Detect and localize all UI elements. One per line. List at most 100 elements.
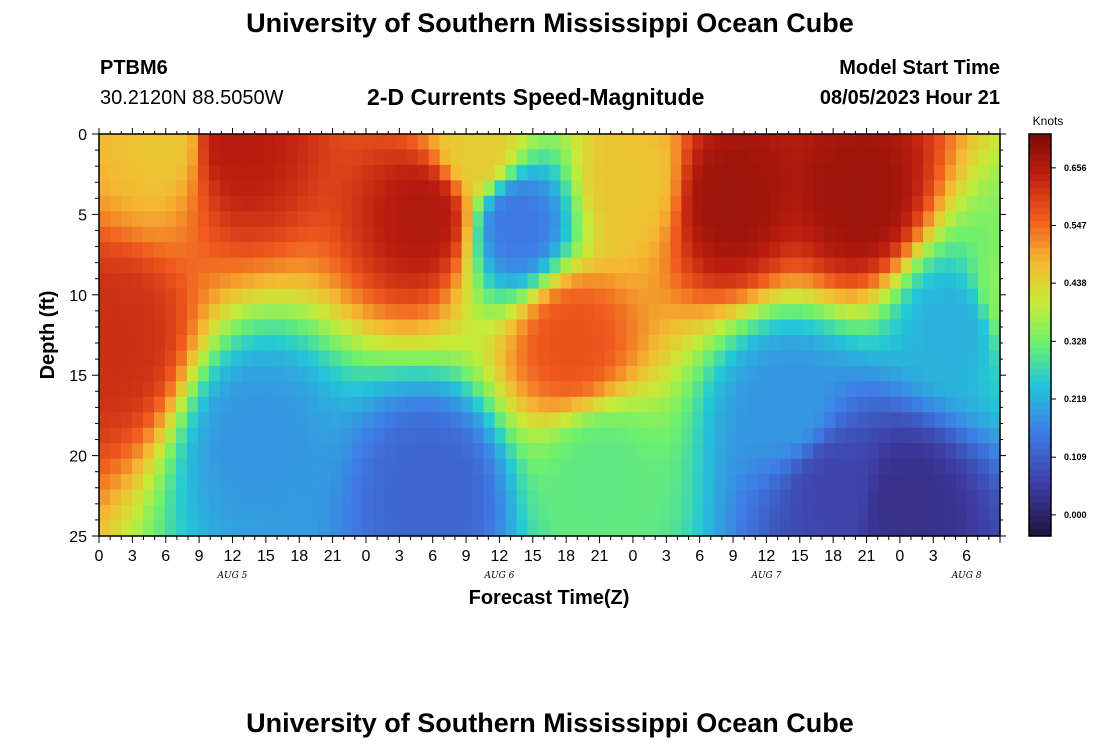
heatmap-cell	[263, 211, 276, 228]
heatmap-cell	[219, 443, 232, 460]
heatmap-cell	[560, 319, 573, 336]
heatmap-cell	[868, 304, 880, 321]
heatmap-cell	[318, 257, 331, 274]
heatmap-cell	[428, 396, 441, 413]
heatmap-cell	[758, 195, 770, 212]
heatmap-cell	[494, 443, 507, 460]
heatmap-cell	[428, 288, 441, 305]
heatmap-cell	[934, 273, 946, 290]
heatmap-cell	[120, 257, 133, 274]
heatmap-cell	[615, 164, 628, 181]
heatmap-cell	[274, 226, 287, 243]
heatmap-cell	[615, 304, 628, 321]
heatmap-cell	[769, 273, 781, 290]
heatmap-cell	[472, 134, 485, 151]
heatmap-cell	[692, 319, 704, 336]
heatmap-cell	[835, 134, 847, 151]
heatmap-cell	[252, 288, 265, 305]
heatmap-cell	[978, 180, 990, 197]
heatmap-cell	[571, 195, 584, 212]
heatmap-cell	[637, 443, 649, 460]
heatmap-cell	[593, 211, 606, 228]
heatmap-cell	[901, 458, 913, 475]
heatmap-cell	[142, 335, 155, 352]
heatmap-cell	[450, 412, 463, 429]
heatmap-cell	[956, 443, 968, 460]
heatmap-cell	[175, 350, 188, 367]
heatmap-cell	[186, 396, 199, 413]
heatmap-cell	[241, 412, 254, 429]
x-axis-title: Forecast Time(Z)	[469, 587, 630, 609]
heatmap-cell	[406, 273, 419, 290]
heatmap-cell	[978, 304, 990, 321]
heatmap-cell	[549, 520, 562, 537]
heatmap-cell	[549, 149, 562, 166]
heatmap-cell	[626, 226, 638, 243]
heatmap-cell	[505, 489, 518, 506]
heatmap-cell	[527, 381, 540, 398]
heatmap-cell	[340, 520, 353, 537]
heatmap-cell	[373, 164, 386, 181]
heatmap-cell	[615, 335, 628, 352]
heatmap-cell	[373, 226, 386, 243]
heatmap-cell	[186, 474, 199, 491]
heatmap-cell	[373, 242, 386, 259]
heatmap-cell	[164, 195, 177, 212]
heatmap-cell	[956, 427, 968, 444]
heatmap-cell	[527, 242, 540, 259]
heatmap-cell	[813, 412, 825, 429]
heatmap-cell	[725, 443, 737, 460]
heatmap-cell	[153, 288, 166, 305]
heatmap-cell	[659, 427, 671, 444]
heatmap-cell	[274, 211, 287, 228]
heatmap-cell	[769, 134, 781, 151]
heatmap-cell	[164, 180, 177, 197]
heatmap-cell	[461, 273, 474, 290]
heatmap-cell	[164, 288, 177, 305]
heatmap-cell	[274, 505, 287, 522]
heatmap-cell	[604, 149, 617, 166]
colorbar-swatch	[1029, 281, 1051, 289]
heatmap-cell	[99, 458, 111, 475]
heatmap-cell	[417, 505, 430, 522]
heatmap-cell	[538, 164, 551, 181]
x-tick-label: 6	[161, 548, 170, 565]
heatmap-cell	[703, 365, 715, 382]
heatmap-cell	[945, 211, 957, 228]
heatmap-cell	[868, 226, 880, 243]
heatmap-cell	[153, 180, 166, 197]
heatmap-cell	[923, 474, 935, 491]
heatmap-cell	[956, 412, 968, 429]
heatmap-cell	[109, 427, 122, 444]
heatmap-cell	[549, 242, 562, 259]
heatmap-cell	[912, 365, 924, 382]
heatmap-cell	[549, 288, 562, 305]
heatmap-cell	[373, 443, 386, 460]
heatmap-cell	[131, 381, 144, 398]
heatmap-cell	[615, 505, 628, 522]
colorbar-tick-label: 0.656	[1064, 163, 1087, 173]
heatmap-cell	[175, 257, 188, 274]
heatmap-cell	[439, 319, 452, 336]
heatmap-cell	[274, 412, 287, 429]
heatmap-cell	[131, 319, 144, 336]
heatmap-cell	[868, 427, 880, 444]
heatmap-cell	[373, 505, 386, 522]
heatmap-cell	[769, 195, 781, 212]
heatmap-cell	[329, 520, 342, 537]
heatmap-cell	[868, 180, 880, 197]
heatmap-cell	[780, 443, 792, 460]
heatmap-cell	[197, 180, 210, 197]
heatmap-cell	[329, 427, 342, 444]
heatmap-cell	[109, 242, 122, 259]
heatmap-cell	[714, 319, 726, 336]
heatmap-cell	[186, 242, 199, 259]
heatmap-cell	[560, 443, 573, 460]
footer-title: University of Southern Mississippi Ocean…	[246, 708, 854, 738]
heatmap-cell	[549, 304, 562, 321]
heatmap-cell	[417, 427, 430, 444]
heatmap-cell	[538, 443, 551, 460]
heatmap-cell	[802, 458, 814, 475]
heatmap-cell	[362, 443, 375, 460]
heatmap-cell	[989, 350, 1001, 367]
